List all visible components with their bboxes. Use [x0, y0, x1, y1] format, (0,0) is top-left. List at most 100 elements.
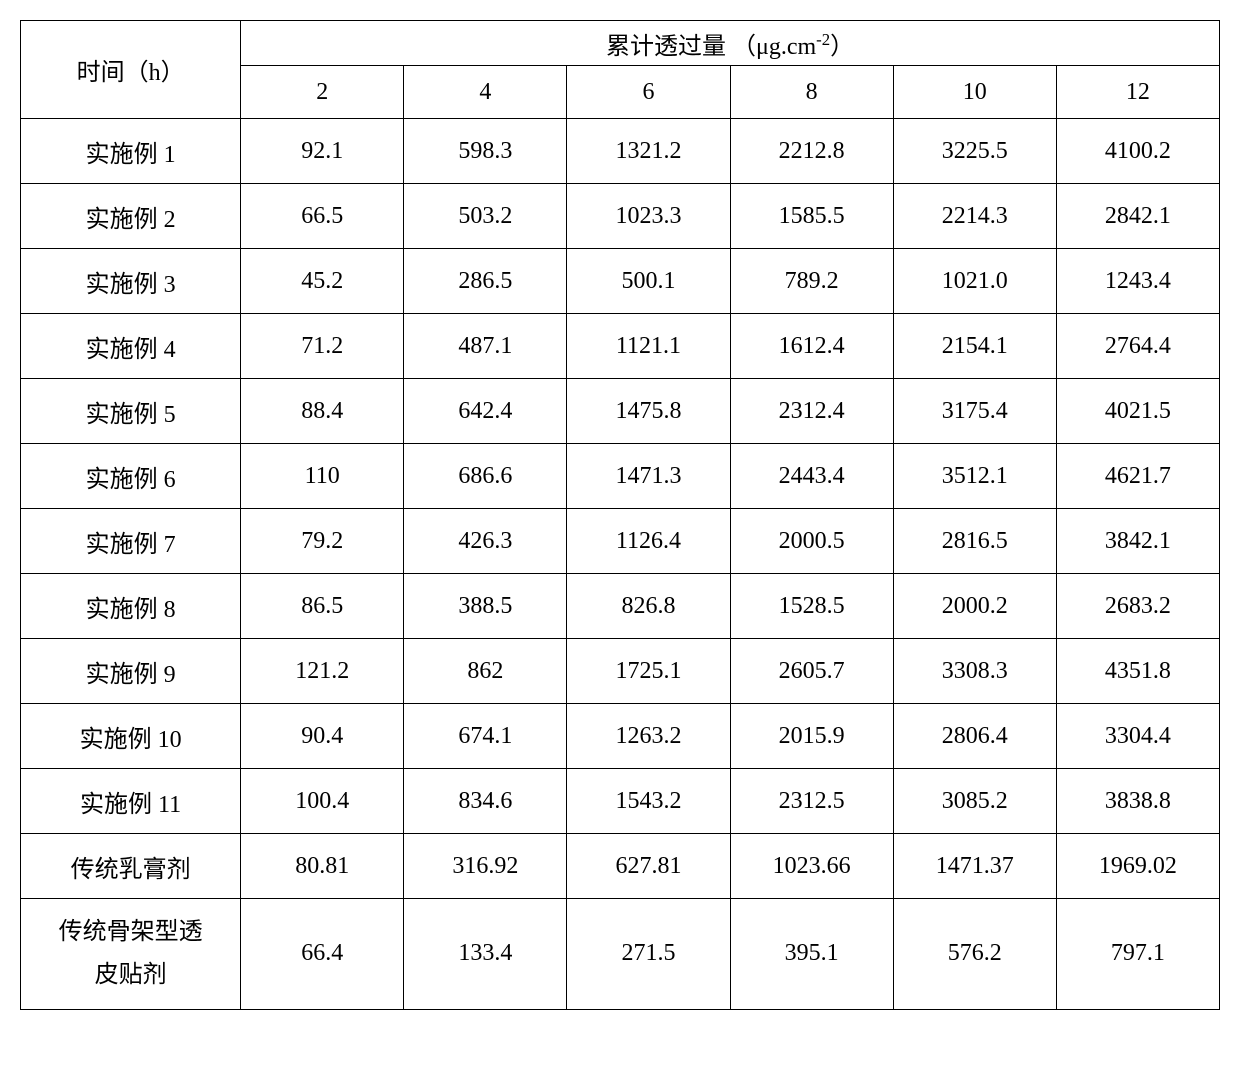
main-header-tail: ）: [830, 34, 854, 60]
cell: 133.4: [404, 899, 567, 1010]
row-label: 实施例 4: [21, 314, 241, 379]
cell: 627.81: [567, 834, 730, 899]
table-row: 实施例 779.2426.31126.42000.52816.53842.1: [21, 509, 1220, 574]
cell: 2816.5: [893, 509, 1056, 574]
cell: 503.2: [404, 184, 567, 249]
cell: 66.5: [241, 184, 404, 249]
time-col-5: 12: [1056, 66, 1219, 119]
cell: 1021.0: [893, 249, 1056, 314]
table-row: 传统乳膏剂80.81316.92627.811023.661471.371969…: [21, 834, 1220, 899]
cell: 1121.1: [567, 314, 730, 379]
cell: 2842.1: [1056, 184, 1219, 249]
cell: 1023.66: [730, 834, 893, 899]
cell: 3085.2: [893, 769, 1056, 834]
row-label: 实施例 10: [21, 704, 241, 769]
cell: 862: [404, 639, 567, 704]
cell: 395.1: [730, 899, 893, 1010]
cell: 80.81: [241, 834, 404, 899]
cell: 4351.8: [1056, 639, 1219, 704]
cell: 3842.1: [1056, 509, 1219, 574]
permeation-table: 时间（h） 累计透过量 （μg.cm-2） 2 4 6 8 10 12 实施例 …: [20, 20, 1220, 1010]
table-row: 实施例 9121.28621725.12605.73308.34351.8: [21, 639, 1220, 704]
table-row: 实施例 11100.4834.61543.22312.53085.23838.8: [21, 769, 1220, 834]
cell: 642.4: [404, 379, 567, 444]
row-label: 传统乳膏剂: [21, 834, 241, 899]
cell: 598.3: [404, 119, 567, 184]
cell: 3225.5: [893, 119, 1056, 184]
cell: 1126.4: [567, 509, 730, 574]
cell: 1475.8: [567, 379, 730, 444]
cell: 576.2: [893, 899, 1056, 1010]
cell: 1585.5: [730, 184, 893, 249]
cell: 3175.4: [893, 379, 1056, 444]
cell: 2312.5: [730, 769, 893, 834]
cell: 500.1: [567, 249, 730, 314]
cell: 797.1: [1056, 899, 1219, 1010]
cell: 110: [241, 444, 404, 509]
table-row: 实施例 6110686.61471.32443.43512.14621.7: [21, 444, 1220, 509]
table-row: 实施例 588.4642.41475.82312.43175.44021.5: [21, 379, 1220, 444]
cell: 3838.8: [1056, 769, 1219, 834]
main-header-text: 累计透过量 （μg.cm: [606, 34, 816, 60]
cell: 1969.02: [1056, 834, 1219, 899]
cell: 100.4: [241, 769, 404, 834]
row-label-line2: 皮贴剂: [95, 962, 167, 988]
table-row: 实施例 1090.4674.11263.22015.92806.43304.4: [21, 704, 1220, 769]
cell: 674.1: [404, 704, 567, 769]
cell: 1263.2: [567, 704, 730, 769]
cell: 271.5: [567, 899, 730, 1010]
main-header-sup: -2: [816, 30, 830, 49]
cell: 2212.8: [730, 119, 893, 184]
table-row: 实施例 266.5503.21023.31585.52214.32842.1: [21, 184, 1220, 249]
cell: 2154.1: [893, 314, 1056, 379]
cell: 3512.1: [893, 444, 1056, 509]
cell: 4621.7: [1056, 444, 1219, 509]
cell: 45.2: [241, 249, 404, 314]
cell: 1471.37: [893, 834, 1056, 899]
cell: 4021.5: [1056, 379, 1219, 444]
cell: 2000.5: [730, 509, 893, 574]
cell: 71.2: [241, 314, 404, 379]
cell: 1528.5: [730, 574, 893, 639]
row-label-line1: 传统骨架型透: [59, 919, 203, 945]
cell: 2000.2: [893, 574, 1056, 639]
cell: 487.1: [404, 314, 567, 379]
cell: 1612.4: [730, 314, 893, 379]
cell: 2683.2: [1056, 574, 1219, 639]
row-label: 实施例 6: [21, 444, 241, 509]
cell: 1023.3: [567, 184, 730, 249]
time-col-4: 10: [893, 66, 1056, 119]
cell: 316.92: [404, 834, 567, 899]
cell: 834.6: [404, 769, 567, 834]
cell: 90.4: [241, 704, 404, 769]
cell: 826.8: [567, 574, 730, 639]
table-row: 实施例 886.5388.5826.81528.52000.22683.2: [21, 574, 1220, 639]
time-col-1: 4: [404, 66, 567, 119]
cell: 79.2: [241, 509, 404, 574]
cell: 1321.2: [567, 119, 730, 184]
cell: 789.2: [730, 249, 893, 314]
cell: 4100.2: [1056, 119, 1219, 184]
table-row-tall: 传统骨架型透皮贴剂66.4133.4271.5395.1576.2797.1: [21, 899, 1220, 1010]
cell: 426.3: [404, 509, 567, 574]
cell: 3304.4: [1056, 704, 1219, 769]
cell: 286.5: [404, 249, 567, 314]
table-row: 实施例 345.2286.5500.1789.21021.01243.4: [21, 249, 1220, 314]
cell: 2312.4: [730, 379, 893, 444]
cell: 3308.3: [893, 639, 1056, 704]
cell: 92.1: [241, 119, 404, 184]
main-header: 累计透过量 （μg.cm-2）: [241, 21, 1220, 66]
row-label: 实施例 8: [21, 574, 241, 639]
table-row: 实施例 192.1598.31321.22212.83225.54100.2: [21, 119, 1220, 184]
row-label: 实施例 3: [21, 249, 241, 314]
time-col-3: 8: [730, 66, 893, 119]
cell: 2015.9: [730, 704, 893, 769]
cell: 1471.3: [567, 444, 730, 509]
row-label: 实施例 2: [21, 184, 241, 249]
cell: 2806.4: [893, 704, 1056, 769]
table-body: 实施例 192.1598.31321.22212.83225.54100.2实施…: [21, 119, 1220, 1010]
row-label: 传统骨架型透皮贴剂: [21, 899, 241, 1010]
cell: 388.5: [404, 574, 567, 639]
time-col-2: 6: [567, 66, 730, 119]
row-label: 实施例 7: [21, 509, 241, 574]
